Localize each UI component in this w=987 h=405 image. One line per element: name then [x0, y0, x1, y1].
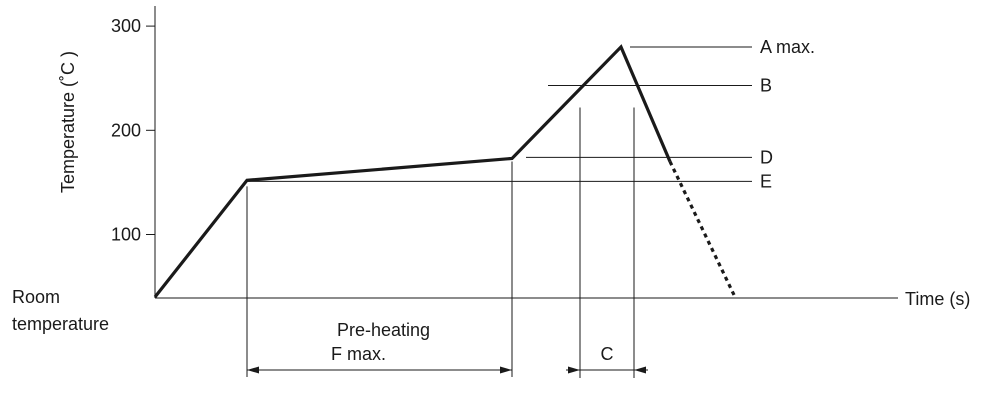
time-intervals: Pre-heating F max. C	[246, 107, 648, 378]
reference-label-e: E	[760, 171, 772, 191]
temperature-profile	[153, 44, 737, 299]
profile-cooling-dashed	[668, 160, 737, 298]
reference-label-d: D	[760, 147, 773, 167]
preheating-sublabel: F max.	[331, 344, 386, 364]
time-c-arrow-right	[634, 366, 646, 374]
y-tick-label: 200	[111, 120, 141, 140]
x-axis-label: Time (s)	[905, 289, 970, 309]
profile-line	[153, 44, 672, 299]
y-axis-label: Temperature (˚C )	[58, 51, 78, 193]
origin-label-room: Room	[12, 287, 60, 307]
reference-label-a-max: A max.	[760, 37, 815, 57]
preheating-arrow-left	[247, 366, 259, 374]
preheating-label: Pre-heating	[337, 320, 430, 340]
preheating-arrow-right	[500, 366, 512, 374]
reference-label-b: B	[760, 75, 772, 95]
y-tick-label: 300	[111, 16, 141, 36]
y-tick-label: 100	[111, 225, 141, 245]
time-c-arrow-left	[568, 366, 580, 374]
y-ticks: 100 200 300	[111, 16, 155, 245]
origin-label-temperature: temperature	[12, 314, 109, 334]
time-c-label: C	[601, 344, 614, 364]
reference-levels: A max. B DE	[247, 37, 815, 191]
